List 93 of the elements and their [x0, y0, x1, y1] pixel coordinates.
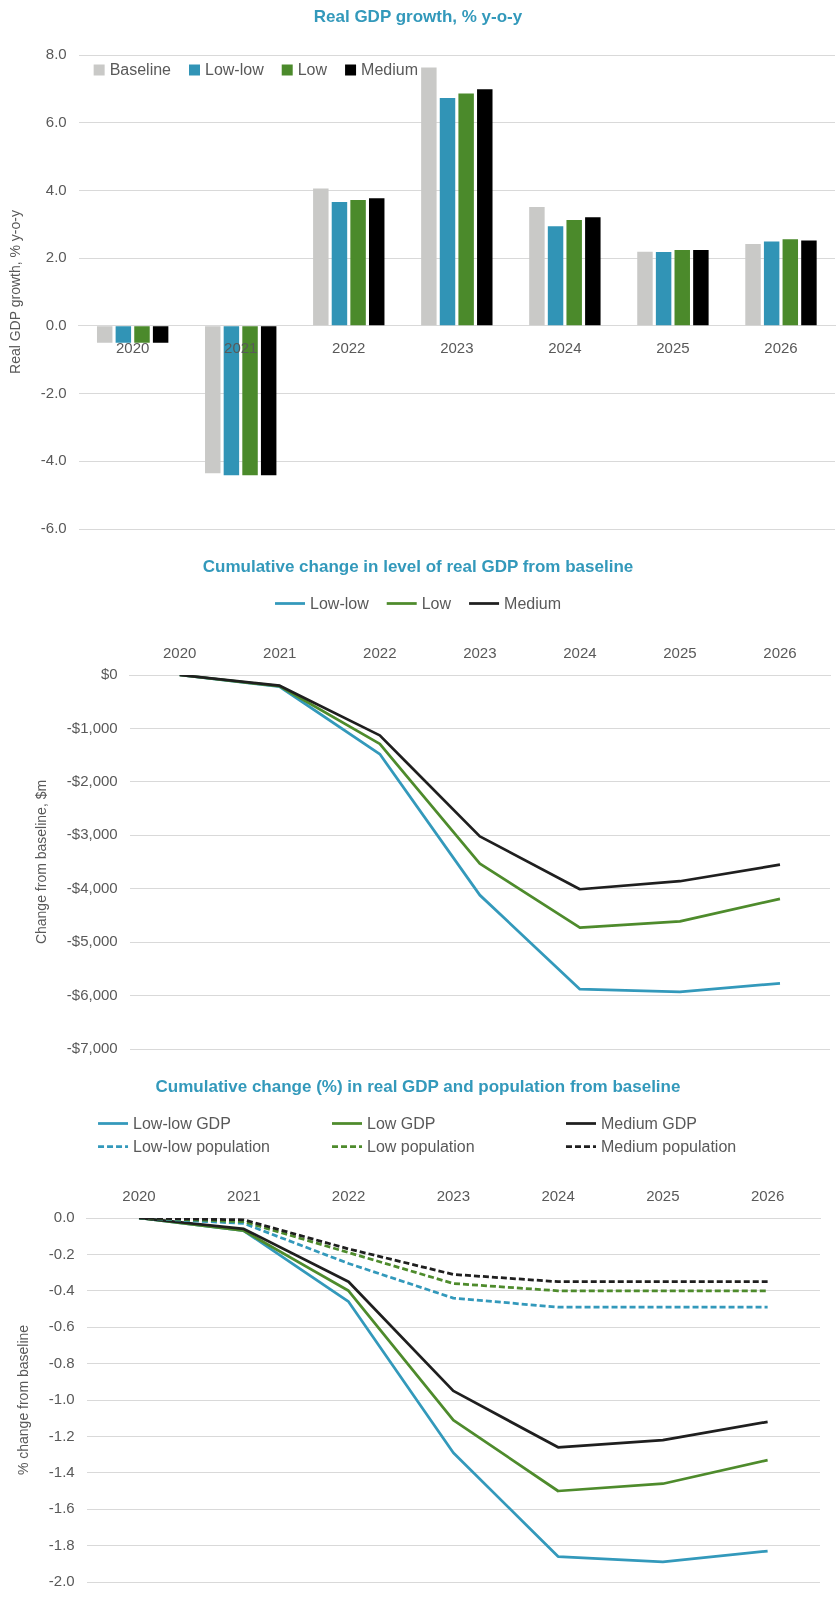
x-tick-label: 2020: [163, 644, 197, 662]
y-tick-label: 6.0: [45, 112, 67, 130]
y-tick-label: -1.4: [48, 1462, 75, 1480]
x-tick-label: 2020: [122, 1187, 156, 1205]
legend-label: Medium population: [600, 1137, 737, 1155]
chart-title: Cumulative change in level of real GDP from baseline: [202, 557, 634, 576]
bar: [637, 251, 653, 326]
y-tick-label: -$7,000: [66, 1039, 118, 1057]
y-tick-label: -$1,000: [66, 718, 118, 736]
y-axis-title: Change from baseline, $m: [33, 779, 50, 945]
legend-label: Medium GDP: [600, 1114, 698, 1132]
bar: [313, 188, 329, 326]
y-tick-label: -2.0: [40, 383, 67, 401]
bar: [96, 326, 113, 343]
y-tick-label: -0.8: [48, 1353, 75, 1371]
y-tick-label: -0.6: [48, 1317, 75, 1335]
bar: [763, 241, 780, 326]
y-tick-label: -1.8: [48, 1535, 75, 1553]
x-tick-label: 2024: [541, 1187, 575, 1205]
x-tick-label: 2021: [263, 644, 297, 662]
legend-label: Low: [421, 594, 452, 612]
y-tick-label: -4.0: [40, 451, 67, 469]
bar: [369, 198, 385, 326]
legend-label: Low-low GDP: [133, 1114, 231, 1132]
x-tick-label: 2023: [463, 644, 497, 662]
bar: [801, 240, 817, 326]
y-tick-label: -0.2: [48, 1244, 75, 1262]
y-tick-label: 2.0: [45, 248, 67, 266]
x-tick-label: 2024: [563, 644, 597, 662]
y-tick-label: -$3,000: [66, 825, 118, 843]
bar: [331, 201, 348, 326]
x-tick-label: 2022: [331, 1187, 366, 1205]
y-tick-label: -$4,000: [66, 878, 118, 896]
bar: [674, 250, 690, 326]
y-tick-label: -0.4: [48, 1280, 75, 1298]
legend-label: Medium: [504, 594, 561, 612]
bar: [350, 199, 366, 326]
y-tick-label: 8.0: [45, 45, 67, 63]
bar: [529, 207, 545, 326]
bar: [693, 250, 709, 326]
bar: [421, 67, 437, 326]
legend-label: Low-low: [205, 61, 265, 79]
bar: [458, 93, 474, 326]
y-axis-title: Real GDP growth, % y-o-y: [7, 210, 24, 374]
x-tick-label: 2024: [548, 339, 582, 356]
bar: [547, 226, 564, 326]
bar: [439, 98, 456, 326]
y-tick-label: $0: [100, 665, 118, 683]
bar: [655, 252, 672, 326]
chart-title: Cumulative change (%) in real GDP and population from baseline: [155, 1077, 681, 1096]
x-tick-label: 2026: [764, 339, 798, 356]
y-tick-label: -6.0: [40, 519, 67, 537]
bar: [205, 326, 221, 474]
x-tick-label: 2025: [663, 644, 697, 662]
x-tick-label: 2022: [332, 339, 366, 356]
legend-label: Low-low population: [133, 1137, 271, 1155]
y-axis-title: % change from baseline: [15, 1324, 32, 1476]
x-tick-label: 2025: [646, 1187, 680, 1205]
x-tick-label: 2026: [763, 644, 797, 662]
bar: [152, 326, 169, 343]
y-tick-label: -$2,000: [66, 772, 118, 789]
y-tick-label: 0.0: [45, 316, 67, 333]
bar: [260, 326, 277, 476]
legend-label: Low: [297, 61, 328, 79]
chart-title: Real GDP growth, % y-o-y: [313, 7, 523, 26]
y-tick-label: -$6,000: [66, 985, 118, 1003]
y-tick-label: 0.0: [53, 1208, 75, 1226]
legend-label: Low population: [367, 1137, 475, 1155]
x-tick-label: 2026: [750, 1187, 785, 1205]
y-tick-label: -1.6: [48, 1499, 75, 1517]
bar: [566, 219, 582, 326]
y-tick-label: -2.0: [48, 1572, 75, 1590]
bar: [477, 89, 493, 326]
bar: [134, 326, 150, 343]
x-tick-label: 2022: [363, 644, 397, 662]
y-tick-label: -$5,000: [66, 932, 118, 950]
x-tick-label: 2023: [436, 1187, 471, 1205]
y-tick-label: -1.2: [48, 1426, 75, 1444]
legend-label: Medium: [361, 61, 418, 79]
x-tick-label: 2021: [224, 339, 258, 356]
x-tick-label: 2023: [440, 339, 474, 356]
y-tick-label: 4.0: [45, 180, 67, 198]
bar: [115, 326, 132, 343]
x-tick-label: 2025: [656, 339, 690, 356]
bar: [782, 239, 799, 326]
legend-label: Low GDP: [367, 1114, 436, 1132]
bar: [745, 243, 761, 326]
legend-label: Baseline: [109, 61, 172, 79]
bar: [585, 217, 601, 326]
y-tick-label: -1.0: [48, 1390, 75, 1408]
legend-label: Low-low: [310, 594, 370, 612]
x-tick-label: 2020: [115, 339, 150, 356]
x-tick-label: 2021: [227, 1187, 261, 1205]
